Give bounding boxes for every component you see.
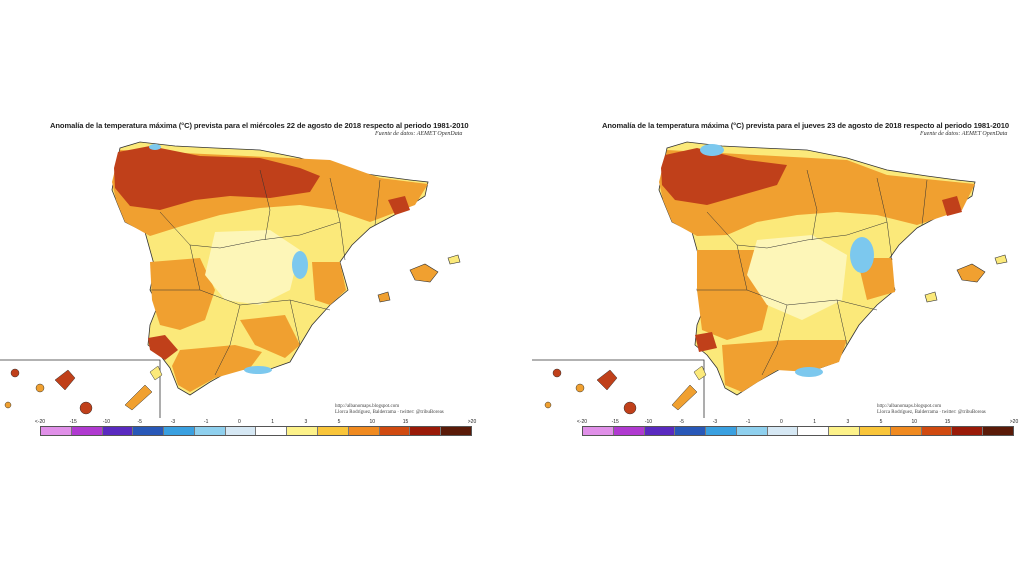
- legend-swatch: [952, 427, 984, 435]
- color-legend: <-20 -15 -10 -5 -3 -1 0 1 3 5 10 15 >20: [34, 419, 477, 439]
- data-source: Fuente de datos: AEMET OpenData: [920, 131, 1008, 137]
- legend-color-bar: [40, 426, 472, 436]
- legend-swatch: [256, 427, 288, 435]
- legend-swatch: [767, 427, 799, 435]
- legend-swatch: [133, 427, 165, 435]
- map-title: Anomalía de la temperatura máxima (°C) p…: [50, 121, 469, 130]
- credit-text: http://albanomaps.blogspot.com Llorca Ro…: [335, 404, 444, 415]
- legend-swatch: [829, 427, 861, 435]
- legend-swatch: [860, 427, 891, 435]
- legend-swatch: [379, 427, 411, 435]
- legend-swatch: [102, 427, 134, 435]
- legend-swatch: [164, 427, 195, 435]
- map-panel-wed: Anomalía de la temperatura máxima (°C) p…: [0, 121, 477, 439]
- legend-swatch: [706, 427, 737, 435]
- legend-swatch: [921, 427, 953, 435]
- legend-swatch: [194, 427, 226, 435]
- legend-ticks: <-20 -15 -10 -5 -3 -1 0 1 3 5 10 15 >20: [576, 419, 1019, 425]
- legend-swatch: [348, 427, 380, 435]
- legend-swatch: [890, 427, 922, 435]
- map-title: Anomalía de la temperatura máxima (°C) p…: [602, 121, 1010, 130]
- legend-swatch: [41, 427, 72, 435]
- legend-color-bar: [582, 426, 1014, 436]
- legend-swatch: [318, 427, 349, 435]
- color-legend: <-20 -15 -10 -5 -3 -1 0 1 3 5 10 15 >20: [576, 419, 1019, 439]
- anomaly-map: [0, 141, 461, 418]
- legend-swatch: [736, 427, 768, 435]
- legend-swatch: [613, 427, 645, 435]
- legend-ticks: <-20 -15 -10 -5 -3 -1 0 1 3 5 10 15 >20: [34, 419, 477, 425]
- map-panel-thu: Anomalía de la temperatura máxima (°C) p…: [512, 0, 1024, 576]
- legend-swatch: [798, 427, 830, 435]
- anomaly-map: [532, 141, 1008, 418]
- data-source: Fuente de datos: AEMET OpenData: [375, 131, 463, 137]
- legend-swatch: [71, 427, 103, 435]
- legend-swatch: [644, 427, 676, 435]
- legend-swatch: [410, 427, 442, 435]
- legend-swatch: [983, 427, 1013, 435]
- legend-swatch: [675, 427, 707, 435]
- legend-swatch: [287, 427, 319, 435]
- credit-text: http://albanomaps.blogspot.com Llorca Ro…: [877, 404, 986, 415]
- legend-swatch: [225, 427, 257, 435]
- legend-swatch: [583, 427, 614, 435]
- legend-swatch: [441, 427, 471, 435]
